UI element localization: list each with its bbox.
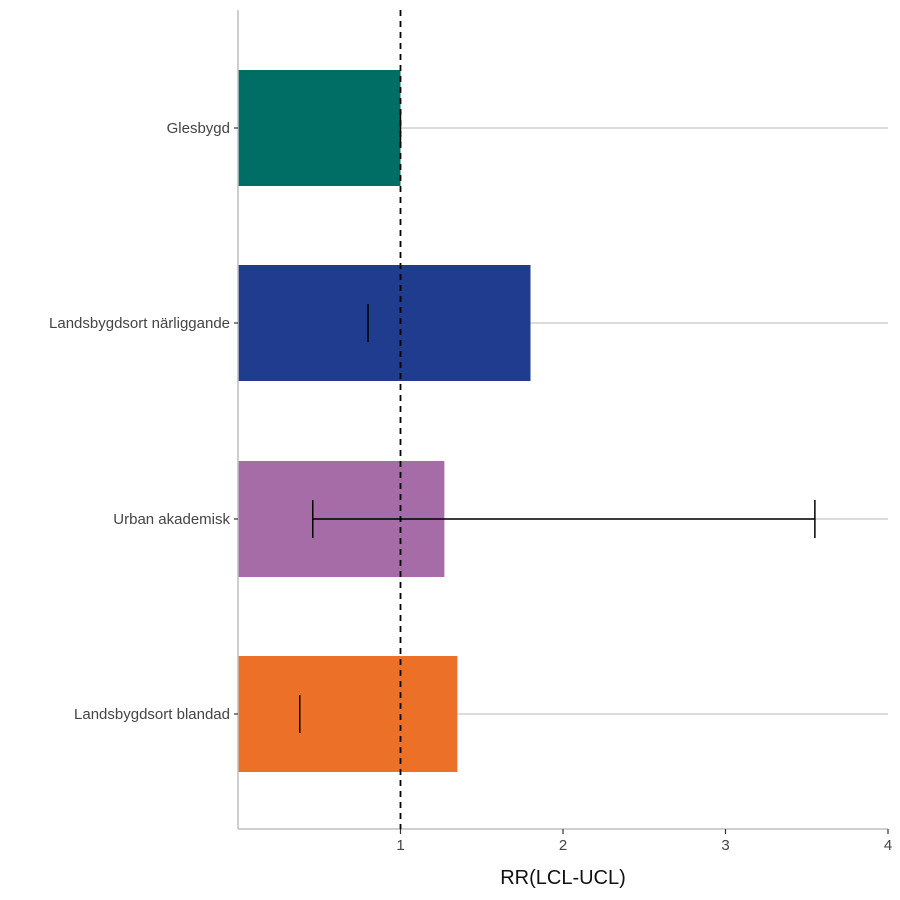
category-label: Landsbygdsort blandad — [74, 706, 230, 723]
error-bars — [299, 109, 816, 733]
bar — [238, 656, 458, 772]
bar — [238, 70, 401, 186]
category-label: Glesbygd — [167, 120, 230, 137]
category-label: Urban akademisk — [113, 511, 230, 528]
category-labels: Glesbygd Landsbygdsort närliggande Urban a… — [49, 120, 238, 723]
x-tick-label: 4 — [884, 837, 892, 854]
category-label: Landsbygdsort närliggande — [49, 315, 230, 332]
x-ticks: 1 2 3 4 — [396, 829, 892, 854]
x-axis-title: RR(LCL-UCL) — [500, 867, 626, 889]
x-tick-label: 1 — [396, 837, 404, 854]
x-tick-label: 2 — [559, 837, 567, 854]
grid-lines — [238, 127, 888, 715]
x-tick-label: 3 — [721, 837, 729, 854]
bar — [238, 265, 531, 381]
bars — [238, 70, 531, 772]
